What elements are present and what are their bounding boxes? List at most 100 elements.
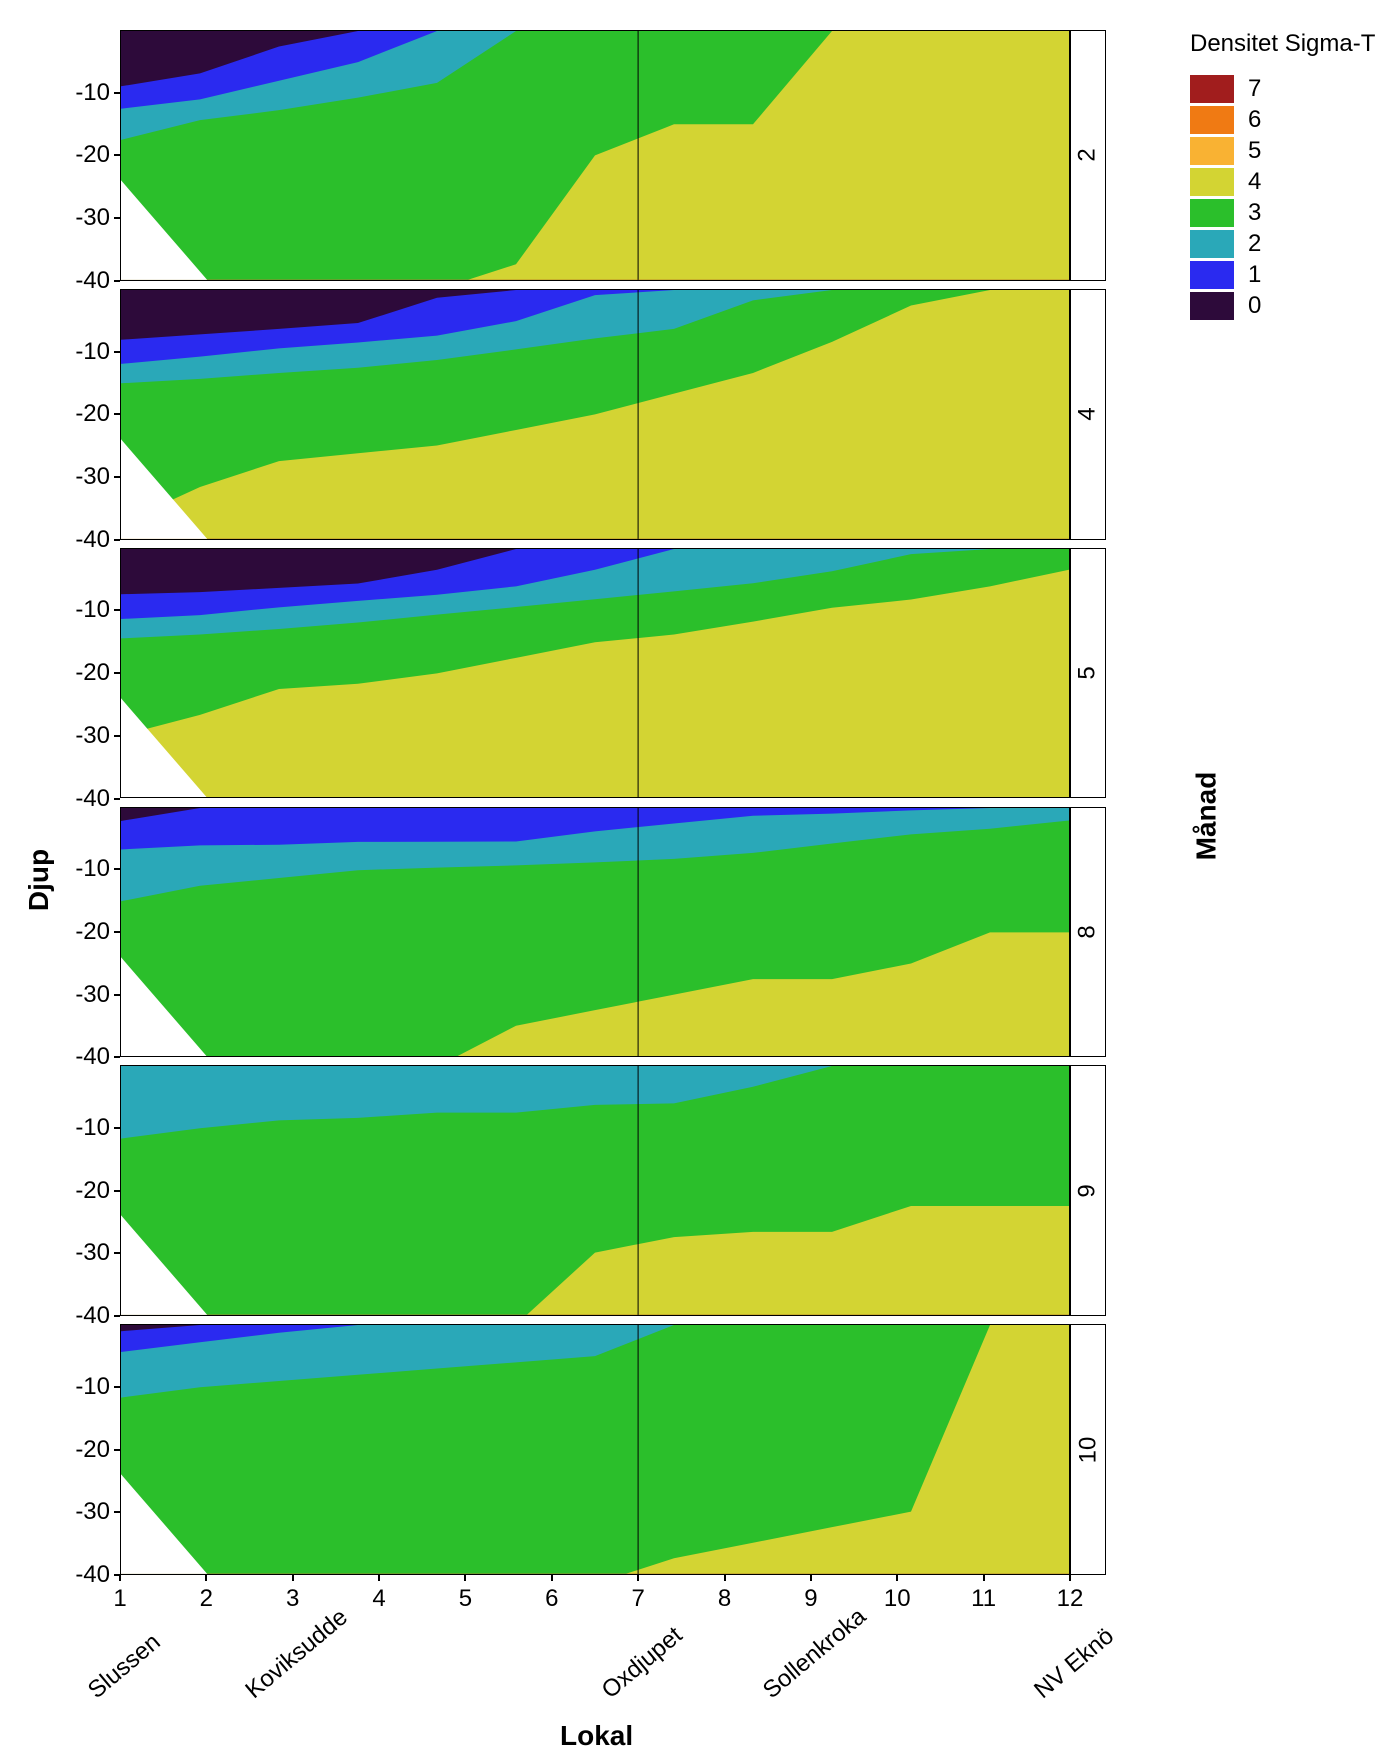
y-tick-mark [114, 672, 120, 674]
legend-item: 4 [1190, 168, 1261, 196]
x-tick-number: 4 [372, 1585, 385, 1613]
y-tick-mark [114, 539, 120, 541]
panel-month-8 [120, 807, 1070, 1058]
panel-month-9 [120, 1065, 1070, 1316]
x-tick-mark [1069, 1575, 1071, 1581]
x-tick-mark [205, 1575, 207, 1581]
y-tick-mark [114, 994, 120, 996]
x-tick-mark [724, 1575, 726, 1581]
x-tick-mark [983, 1575, 985, 1581]
x-tick-number: 11 [971, 1585, 996, 1613]
x-tick-number: 1 [113, 1585, 126, 1613]
legend-label: 2 [1248, 230, 1261, 258]
y-tick-mark [114, 735, 120, 737]
y-tick-mark [114, 798, 120, 800]
legend-label: 0 [1248, 292, 1261, 320]
facet-label: 2 [1074, 149, 1102, 162]
x-tick-number: 6 [545, 1585, 558, 1613]
legend-item: 6 [1190, 106, 1261, 134]
legend-label: 5 [1248, 137, 1261, 165]
y-tick-label: -20 [60, 141, 110, 169]
y-tick-mark [114, 1315, 120, 1317]
y-tick-label: -40 [60, 267, 110, 295]
y-tick-mark [114, 931, 120, 933]
x-tick-mark [637, 1575, 639, 1581]
y-tick-mark [114, 609, 120, 611]
x-tick-mark [810, 1575, 812, 1581]
legend-label: 3 [1248, 199, 1261, 227]
facet-label: 10 [1074, 1436, 1102, 1463]
y-tick-label: -10 [60, 596, 110, 624]
y-tick-mark [114, 92, 120, 94]
legend-label: 4 [1248, 168, 1261, 196]
legend-item: 0 [1190, 292, 1261, 320]
panel-month-4 [120, 289, 1070, 540]
y-tick-label: -30 [60, 204, 110, 232]
legend-item: 5 [1190, 137, 1261, 165]
y-tick-mark [114, 1190, 120, 1192]
x-tick-mark [119, 1575, 121, 1581]
x-tick-mark [378, 1575, 380, 1581]
facet-strip: 10 [1070, 1324, 1106, 1575]
facet-strip: 2 [1070, 30, 1106, 281]
legend-swatch [1190, 168, 1234, 196]
y-tick-mark [114, 1056, 120, 1058]
x-tick-number: 10 [884, 1585, 911, 1613]
x-tick-name: Sollenkroka [758, 1603, 872, 1705]
y-tick-label: -20 [60, 918, 110, 946]
x-tick-name: Slussen [83, 1628, 166, 1704]
y-tick-label: -30 [60, 1239, 110, 1267]
x-axis-title: Lokal [560, 1720, 633, 1752]
legend-swatch [1190, 261, 1234, 289]
y-tick-mark [114, 1449, 120, 1451]
y-tick-label: -20 [60, 659, 110, 687]
x-tick-mark [292, 1575, 294, 1581]
x-tick-name: Oxdjupet [597, 1622, 689, 1705]
x-tick-mark [464, 1575, 466, 1581]
y-tick-mark [114, 217, 120, 219]
x-tick-number: 2 [200, 1585, 213, 1613]
y-axis-title: Djup [23, 849, 55, 911]
x-tick-name: Koviksudde [240, 1604, 353, 1705]
y-tick-label: -10 [60, 1373, 110, 1401]
y-tick-mark [114, 351, 120, 353]
facet-strip: 9 [1070, 1065, 1106, 1316]
y-tick-mark [114, 154, 120, 156]
y-tick-label: -40 [60, 1561, 110, 1589]
density-transect-chart: Djup 2 -10 -20 -30 -40 4 -10 -20 -30 -40 5 -10 -20 -3… [0, 0, 1386, 1760]
facet-strip: 4 [1070, 289, 1106, 540]
y-tick-label: -40 [60, 526, 110, 554]
legend-swatch [1190, 75, 1234, 103]
y-tick-label: -30 [60, 1498, 110, 1526]
legend-swatch [1190, 230, 1234, 258]
legend-swatch [1190, 137, 1234, 165]
legend-label: 6 [1248, 106, 1261, 134]
x-tick-mark [551, 1575, 553, 1581]
y-tick-mark [114, 413, 120, 415]
y-tick-label: -20 [60, 400, 110, 428]
y-tick-label: -40 [60, 1043, 110, 1071]
x-tick-number: 3 [286, 1585, 299, 1613]
y-tick-label: -30 [60, 981, 110, 1009]
x-tick-number: 8 [718, 1585, 731, 1613]
facet-axis-title: Månad [1190, 772, 1222, 861]
x-tick-number: 12 [1057, 1585, 1084, 1613]
facet-label: 8 [1074, 925, 1102, 938]
legend-label: 1 [1248, 261, 1261, 289]
legend-swatch [1190, 292, 1234, 320]
y-tick-label: -10 [60, 1114, 110, 1142]
y-tick-label: -20 [60, 1436, 110, 1464]
x-tick-mark [896, 1575, 898, 1581]
y-tick-label: -40 [60, 785, 110, 813]
y-tick-label: -10 [60, 338, 110, 366]
panel-month-2 [120, 30, 1070, 281]
legend-item: 3 [1190, 199, 1261, 227]
y-tick-label: -40 [60, 1302, 110, 1330]
y-tick-mark [114, 280, 120, 282]
x-tick-number: 7 [631, 1585, 644, 1613]
legend-swatch [1190, 199, 1234, 227]
facet-label: 4 [1074, 408, 1102, 421]
x-tick-name: NV Eknö [1029, 1622, 1120, 1704]
panel-month-5 [120, 548, 1070, 799]
y-tick-label: -30 [60, 463, 110, 491]
